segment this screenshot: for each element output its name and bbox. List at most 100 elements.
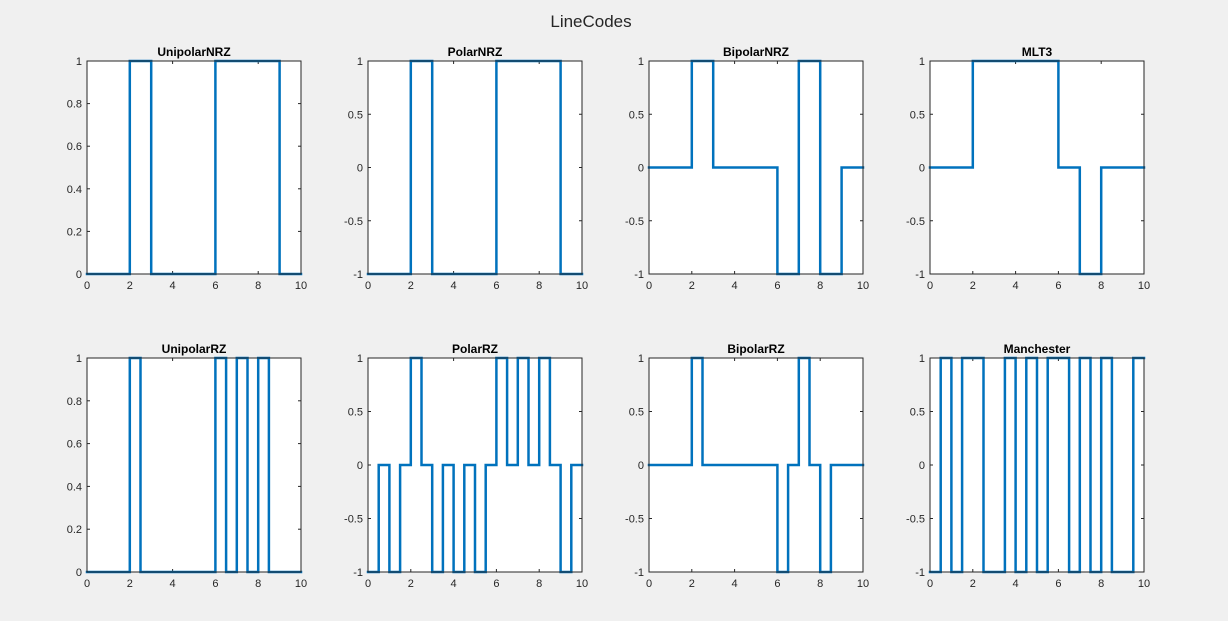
y-tick-label: 0.4: [67, 481, 82, 493]
y-tick-label: -1: [353, 269, 363, 281]
x-tick-label: 10: [576, 578, 588, 590]
y-tick-label: 0.4: [67, 184, 82, 196]
subplot-title: MLT3: [1022, 45, 1053, 59]
x-tick-label: 0: [646, 578, 652, 590]
subplot-bipolarnrz: BipolarNRZ 0 2 4 6 8 10 -1 -0.5 0 0.5 1: [625, 45, 869, 292]
x-tick-label: 8: [536, 280, 542, 292]
y-tick-label: 0: [638, 460, 644, 472]
x-tick-label: 4: [1013, 578, 1019, 590]
x-tick-label: 10: [295, 578, 307, 590]
y-tick-label: -0.5: [906, 216, 925, 228]
y-tick-label: 0: [357, 460, 363, 472]
subplot-title: BipolarRZ: [727, 342, 784, 356]
subplot-polarnrz: PolarNRZ 0 2 4 6 8 10 -1 -0.5 0 0.5 1: [344, 45, 588, 292]
y-tick-label: 0.8: [67, 396, 82, 408]
x-tick-label: 6: [212, 578, 218, 590]
x-tick-label: 6: [774, 280, 780, 292]
x-tick-label: 10: [295, 280, 307, 292]
x-tick-label: 4: [732, 578, 738, 590]
x-tick-label: 8: [1098, 280, 1104, 292]
axes-box: [929, 357, 1145, 573]
x-tick-label: 8: [817, 280, 823, 292]
y-tick-label: 0.6: [67, 439, 82, 451]
y-tick-label: -0.5: [344, 216, 363, 228]
x-tick-label: 10: [857, 578, 869, 590]
x-tick-label: 4: [732, 280, 738, 292]
axes-box: [648, 60, 864, 275]
y-tick-label: -0.5: [625, 216, 644, 228]
y-tick-label: -1: [915, 269, 925, 281]
subplot-title: BipolarNRZ: [723, 45, 789, 59]
x-tick-label: 0: [84, 280, 90, 292]
y-tick-label: 0.5: [910, 407, 925, 419]
y-tick-label: -1: [915, 567, 925, 579]
y-tick-label: 0: [919, 460, 925, 472]
y-tick-label: 1: [638, 56, 644, 68]
y-tick-label: -0.5: [906, 514, 925, 526]
y-tick-label: -0.5: [625, 514, 644, 526]
y-tick-label: 0: [76, 269, 82, 281]
axes-box: [929, 60, 1145, 275]
y-tick-label: 1: [638, 353, 644, 365]
subplot-bipolarrz: BipolarRZ 0 2 4 6 8 10 -1 -0.5 0 0.5 1: [625, 342, 869, 590]
x-tick-label: 4: [170, 578, 176, 590]
axes-box: [86, 60, 302, 275]
subplot-unipolarnrz: UnipolarNRZ 0 2 4 6 8 10 0 0.2 0.4 0.6 0.8 1: [67, 45, 307, 292]
x-tick-label: 2: [689, 280, 695, 292]
y-tick-label: 0.6: [67, 141, 82, 153]
figure-title: LineCodes: [550, 12, 631, 31]
y-tick-label: 1: [357, 353, 363, 365]
y-tick-label: 1: [919, 56, 925, 68]
y-tick-label: -1: [634, 567, 644, 579]
x-tick-label: 2: [408, 280, 414, 292]
x-tick-label: 4: [1013, 280, 1019, 292]
subplot-title: PolarNRZ: [448, 45, 503, 59]
x-tick-label: 2: [970, 280, 976, 292]
y-tick-label: 0.8: [67, 99, 82, 111]
subplot-title: PolarRZ: [452, 342, 498, 356]
x-tick-label: 8: [536, 578, 542, 590]
x-tick-label: 0: [927, 280, 933, 292]
y-tick-label: 0.5: [629, 407, 644, 419]
subplot-title: UnipolarNRZ: [157, 45, 230, 59]
axes-box: [648, 357, 864, 573]
axes-background: [87, 358, 301, 572]
x-tick-label: 0: [646, 280, 652, 292]
x-tick-label: 6: [774, 578, 780, 590]
axes-background: [87, 61, 301, 274]
axes-box: [86, 357, 302, 573]
x-tick-label: 2: [127, 578, 133, 590]
y-tick-label: 1: [919, 353, 925, 365]
y-tick-label: 0: [76, 567, 82, 579]
y-tick-label: 0: [357, 163, 363, 175]
y-tick-label: 0.5: [910, 109, 925, 121]
x-tick-label: 6: [493, 578, 499, 590]
x-tick-label: 0: [365, 578, 371, 590]
x-tick-label: 8: [255, 280, 261, 292]
subplot-title: Manchester: [1004, 342, 1071, 356]
axes-box: [367, 357, 583, 573]
subplot-manchester: Manchester 0 2 4 6 8 10 -1 -0.5 0 0.5 1: [906, 342, 1150, 590]
x-tick-label: 8: [255, 578, 261, 590]
x-tick-label: 10: [1138, 578, 1150, 590]
x-tick-label: 8: [817, 578, 823, 590]
x-tick-label: 10: [1138, 280, 1150, 292]
y-tick-label: -0.5: [344, 514, 363, 526]
y-tick-label: 0.2: [67, 226, 82, 238]
y-tick-label: 0: [919, 163, 925, 175]
x-tick-label: 4: [170, 280, 176, 292]
x-tick-label: 6: [1055, 280, 1061, 292]
y-tick-label: 0.2: [67, 524, 82, 536]
x-tick-label: 8: [1098, 578, 1104, 590]
x-tick-label: 6: [493, 280, 499, 292]
x-tick-label: 6: [1055, 578, 1061, 590]
axes-background: [368, 61, 582, 274]
y-tick-label: 0: [638, 163, 644, 175]
y-tick-label: 0.5: [348, 407, 363, 419]
y-tick-label: 0.5: [348, 109, 363, 121]
x-tick-label: 10: [576, 280, 588, 292]
signal-line: [928, 356, 1146, 574]
x-tick-label: 0: [84, 578, 90, 590]
